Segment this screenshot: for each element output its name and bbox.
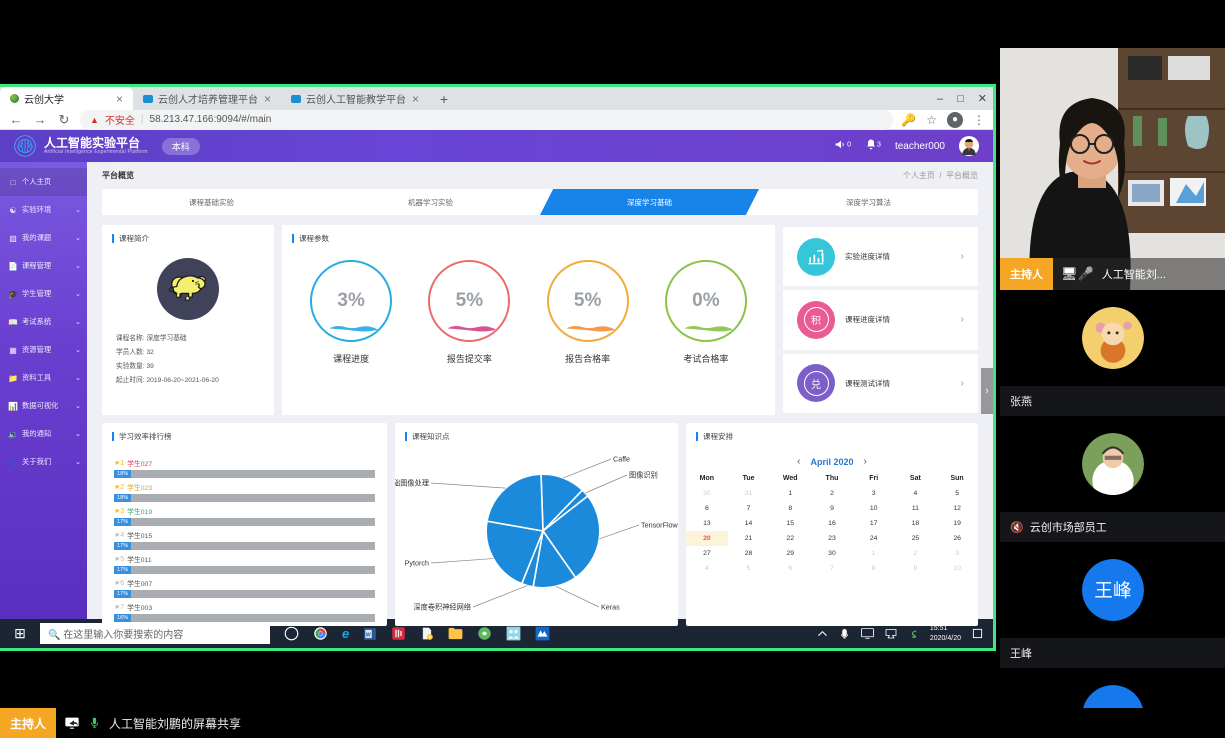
svg-text:Keras: Keras — [601, 603, 620, 612]
svg-text:W: W — [366, 632, 371, 638]
svg-text:基础图像处理: 基础图像处理 — [395, 479, 429, 488]
svg-text:Pytorch: Pytorch — [405, 559, 429, 568]
svg-text:深度卷积神经网络: 深度卷积神经网络 — [413, 603, 471, 612]
svg-text:TensorFlow: TensorFlow — [641, 521, 679, 530]
svg-text:图像识别: 图像识别 — [629, 471, 658, 480]
svg-text:王峰: 王峰 — [1094, 580, 1131, 601]
svg-text:Caffe: Caffe — [613, 455, 630, 464]
